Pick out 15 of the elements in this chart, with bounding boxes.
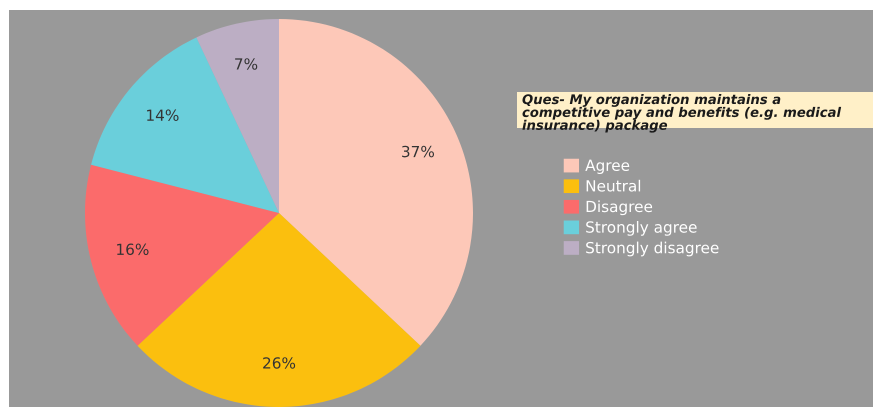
data-label: 37% <box>402 146 434 158</box>
data-label: 26% <box>263 357 296 369</box>
pie-slice <box>196 19 279 213</box>
pie-slice <box>279 19 473 346</box>
legend-label: Neutral <box>586 180 640 192</box>
data-label: 7% <box>235 58 258 70</box>
legend-label: Strongly agree <box>586 220 697 236</box>
legend-label: Agree <box>585 160 630 174</box>
data-label: 16% <box>117 244 149 256</box>
legend-label: Disagree <box>586 200 652 216</box>
pie-slice <box>85 164 279 346</box>
data-label: 14% <box>147 109 179 121</box>
pie-slice <box>91 37 279 213</box>
text: Ques- My organization maintains a competitive pay and benefits (e.g. medical insurance) package <box>522 94 842 133</box>
legend-label: Strongly disagree <box>586 242 719 256</box>
